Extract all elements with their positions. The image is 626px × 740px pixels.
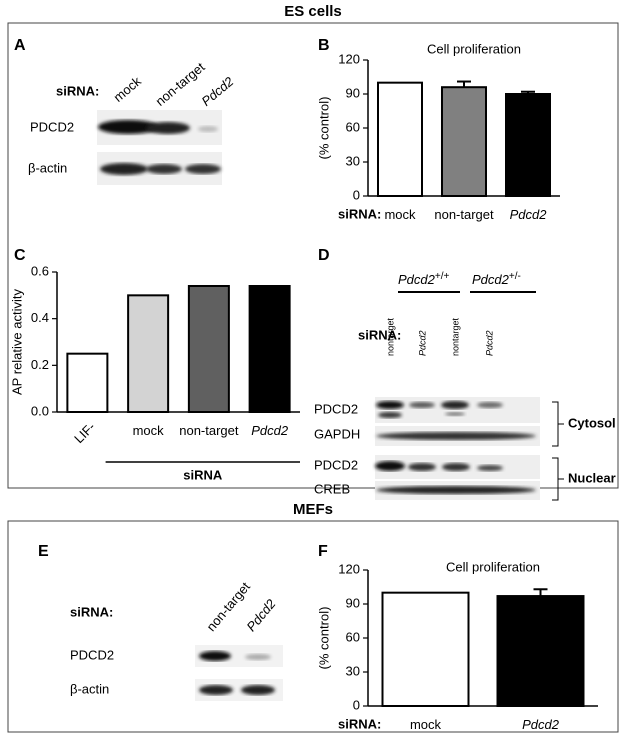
blot-row-label: PDCD2 (30, 119, 74, 134)
section-title: ES cells (284, 3, 342, 20)
lane-label: non-target (152, 59, 207, 109)
sirna-label: siRNA: (70, 604, 113, 619)
y-tick-label: 60 (346, 629, 360, 644)
lane-label: Pdcd2 (198, 73, 236, 109)
y-axis-label: AP relative activity (9, 289, 24, 395)
group-label: siRNA (183, 467, 223, 482)
y-tick-label: 0 (353, 187, 360, 202)
bar (496, 595, 585, 707)
section-box (7, 22, 619, 489)
bar (381, 591, 470, 708)
y-tick-label: 90 (346, 85, 360, 100)
lane-label: Pdcd2 (417, 330, 427, 356)
bar (441, 86, 487, 197)
lane-label: nontarget (385, 317, 395, 356)
y-tick-label: 0.4 (31, 310, 49, 325)
x-tick-label: Pdcd2 (509, 207, 547, 222)
bracket (552, 457, 564, 501)
panel-label: F (318, 543, 328, 560)
x-axis-label: siRNA: (338, 206, 381, 221)
bar (248, 285, 291, 413)
x-tick-label: non-target (434, 207, 494, 222)
fraction-label: Cytosol (568, 415, 616, 430)
chart-title: Cell proliferation (446, 559, 540, 574)
x-tick-label: non-target (179, 423, 239, 438)
blot-row-label: PDCD2 (314, 401, 358, 416)
blot (375, 397, 540, 500)
blot-row-label: PDCD2 (70, 647, 114, 662)
blot-row-label: PDCD2 (314, 457, 358, 472)
lane-label: Pdcd2 (484, 330, 494, 356)
panel-label: D (318, 247, 330, 264)
section-box (7, 520, 619, 733)
blot-row-label: CREB (314, 481, 350, 496)
y-tick-label: 30 (346, 663, 360, 678)
blot (195, 645, 283, 701)
x-tick-label: Pdcd2 (251, 423, 289, 438)
genotype: Pdcd2+/+ (398, 271, 449, 288)
bar (377, 81, 423, 197)
allele: +/+ (435, 271, 450, 282)
panel-label: A (14, 37, 26, 54)
section-title: MEFs (293, 501, 333, 518)
bracket (552, 401, 564, 447)
y-tick-label: 90 (346, 595, 360, 610)
chart-title: Cell proliferation (427, 41, 521, 56)
y-axis-label: (% control) (316, 607, 331, 670)
lane-label: Pdcd2 (243, 596, 279, 634)
sirna-label: siRNA: (358, 327, 401, 342)
y-axis-label: (% control) (316, 97, 331, 160)
y-tick-label: 0.0 (31, 403, 49, 418)
fraction-label: Nuclear (568, 470, 616, 485)
sirna-label: siRNA: (56, 83, 99, 98)
y-tick-label: 120 (338, 561, 360, 576)
gene: Pdcd2 (472, 272, 510, 287)
allele: +/- (509, 271, 521, 282)
bar (187, 285, 230, 413)
lane-label: mock (110, 73, 144, 105)
y-tick-label: 120 (338, 51, 360, 66)
bar (505, 93, 551, 197)
lane-label: nontarget (450, 317, 460, 356)
x-tick-label: mock (132, 423, 164, 438)
blot-row-label: β-actin (28, 160, 67, 175)
x-axis-label: siRNA: (338, 716, 381, 731)
y-tick-label: 0.2 (31, 357, 49, 372)
panel-label: C (14, 247, 26, 264)
genotype: Pdcd2+/- (472, 271, 521, 288)
y-tick-label: 30 (346, 153, 360, 168)
panel-label: E (38, 543, 49, 560)
panel-label: B (318, 37, 330, 54)
blot-row-label: GAPDH (314, 426, 360, 441)
bar (66, 352, 109, 413)
x-tick-label: mock (384, 207, 416, 222)
blot (97, 110, 222, 185)
bar (127, 294, 170, 414)
blot-row-label: β-actin (70, 681, 109, 696)
y-tick-label: 0 (353, 697, 360, 712)
gene: Pdcd2 (398, 272, 436, 287)
x-tick-label: mock (409, 717, 442, 732)
y-tick-label: 60 (346, 119, 360, 134)
x-tick-label: Pdcd2 (522, 717, 559, 732)
y-tick-label: 0.6 (31, 263, 49, 278)
